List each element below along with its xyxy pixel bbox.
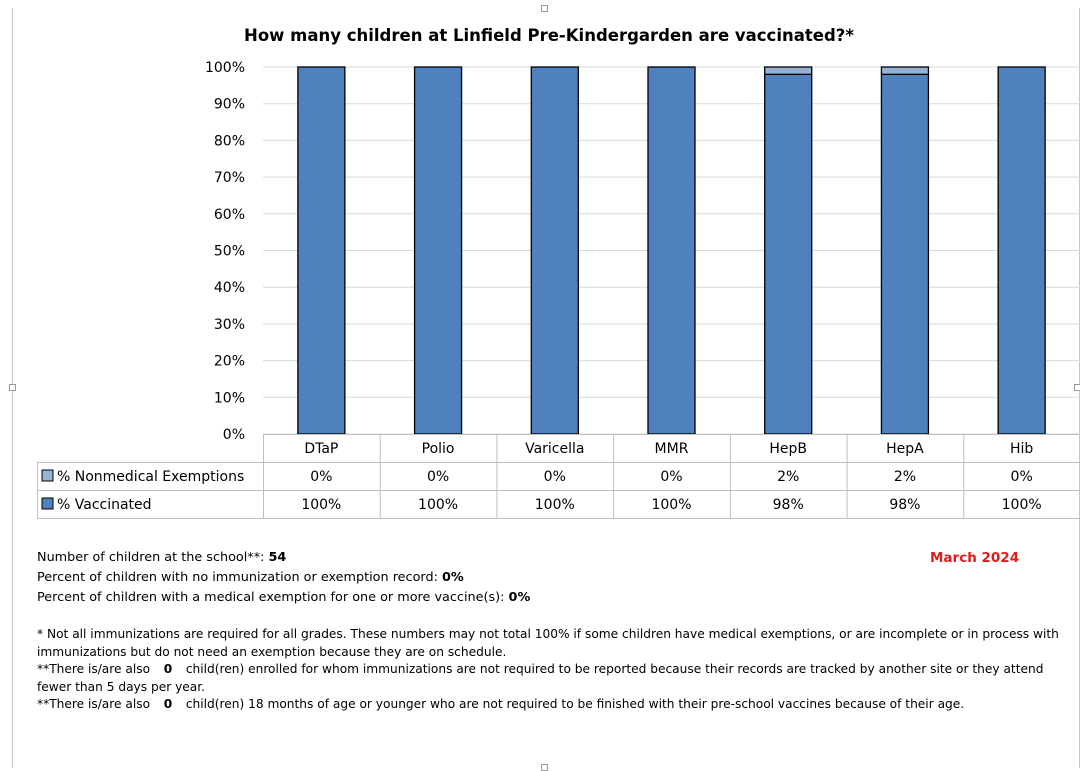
category-label: MMR: [655, 441, 689, 457]
bar-vaccinated: [413, 66, 463, 435]
data-label: 2%: [777, 469, 799, 485]
y-tick-label: 30%: [214, 317, 245, 333]
y-tick-label: 0%: [223, 427, 245, 443]
bar-vaccinated: [647, 66, 696, 435]
y-tick-label: 90%: [214, 97, 245, 113]
bar-nonmedical-exemption: [764, 66, 813, 75]
bars: [297, 66, 1046, 435]
footnote-2: **There is/are also 0 child(ren) enrolle…: [37, 661, 1067, 696]
no-record-line: Percent of children with no immunization…: [37, 570, 464, 585]
data-label: 98%: [773, 497, 804, 513]
data-label: 0%: [310, 469, 332, 485]
resize-handle-left[interactable]: [9, 384, 16, 391]
chart-title: How many children at Linfield Pre-Kinder…: [244, 26, 854, 45]
children-count-line: Number of children at the school**: 54: [37, 550, 286, 565]
data-label: 100%: [651, 497, 691, 513]
resize-handle-right[interactable]: [1074, 384, 1080, 391]
bar-vaccinated: [530, 66, 579, 435]
category-label: Hib: [1010, 441, 1033, 457]
category-label: DTaP: [304, 441, 338, 457]
category-label: HepA: [886, 441, 924, 457]
bar-vaccinated: [997, 66, 1046, 435]
category-label: HepB: [769, 441, 807, 457]
footnote-2-suffix: child(ren) enrolled for whom immunizatio…: [37, 662, 1044, 694]
resize-handle-top[interactable]: [541, 5, 548, 12]
footnote-2-value: 0: [163, 662, 173, 676]
bar-nonmedical-exemption: [880, 66, 930, 75]
data-label: 2%: [894, 469, 916, 485]
data-table: DTaP Polio Varicella MMR HepB HepA Hib % Nonmed…: [37, 434, 1080, 519]
y-tick-label: 100%: [205, 60, 245, 76]
medical-exemption-label: Percent of children with a medical exemp…: [37, 590, 505, 605]
data-label: 0%: [1011, 469, 1033, 485]
data-label: 98%: [889, 497, 920, 513]
y-tick-label: 20%: [214, 354, 245, 370]
category-label: Varicella: [525, 441, 584, 457]
y-tick-label: 60%: [214, 207, 245, 223]
children-count-label: Number of children at the school**:: [37, 550, 265, 565]
footnote-3-value: 0: [163, 697, 173, 711]
data-label: 100%: [418, 497, 458, 513]
legend-label: % Vaccinated: [57, 497, 152, 513]
no-record-value: 0%: [441, 570, 464, 585]
legend-swatch: [41, 469, 54, 482]
data-label: 100%: [301, 497, 341, 513]
y-axis-ticks: 0% 10% 20% 30% 40% 50% 60% 70% 80% 90% 100%: [205, 60, 245, 443]
footnote-1: * Not all immunizations are required for…: [37, 627, 1059, 659]
children-count-value: 54: [268, 550, 287, 565]
y-tick-label: 40%: [214, 280, 245, 296]
y-tick-label: 80%: [214, 133, 245, 149]
category-label: Polio: [422, 441, 455, 457]
y-tick-label: 10%: [214, 390, 245, 406]
data-label: 0%: [427, 469, 449, 485]
bar-vaccinated: [764, 73, 813, 435]
y-tick-label: 70%: [214, 170, 245, 186]
data-label: 100%: [1002, 497, 1042, 513]
report-date: March 2024: [930, 550, 1020, 566]
footnote-3-prefix: **There is/are also: [37, 697, 151, 711]
footnote-2-prefix: **There is/are also: [37, 662, 151, 676]
bar-vaccinated: [880, 73, 930, 435]
legend-label: % Nonmedical Exemptions: [57, 469, 244, 485]
legend-swatch: [41, 497, 54, 510]
footnotes: * Not all immunizations are required for…: [37, 626, 1067, 714]
footnote-3-suffix: child(ren) 18 months of age or younger w…: [185, 697, 965, 711]
medical-exemption-value: 0%: [508, 590, 531, 605]
data-label: 0%: [660, 469, 682, 485]
no-record-label: Percent of children with no immunization…: [37, 570, 438, 585]
medical-exemption-line: Percent of children with a medical exemp…: [37, 590, 530, 605]
data-label: 100%: [535, 497, 575, 513]
vaccination-chart: How many children at Linfield Pre-Kinder…: [37, 26, 1080, 519]
footnote-3: **There is/are also 0 child(ren) 18 mont…: [37, 696, 1067, 714]
data-label: 0%: [544, 469, 566, 485]
y-tick-label: 50%: [214, 244, 245, 260]
bar-vaccinated: [297, 66, 346, 435]
